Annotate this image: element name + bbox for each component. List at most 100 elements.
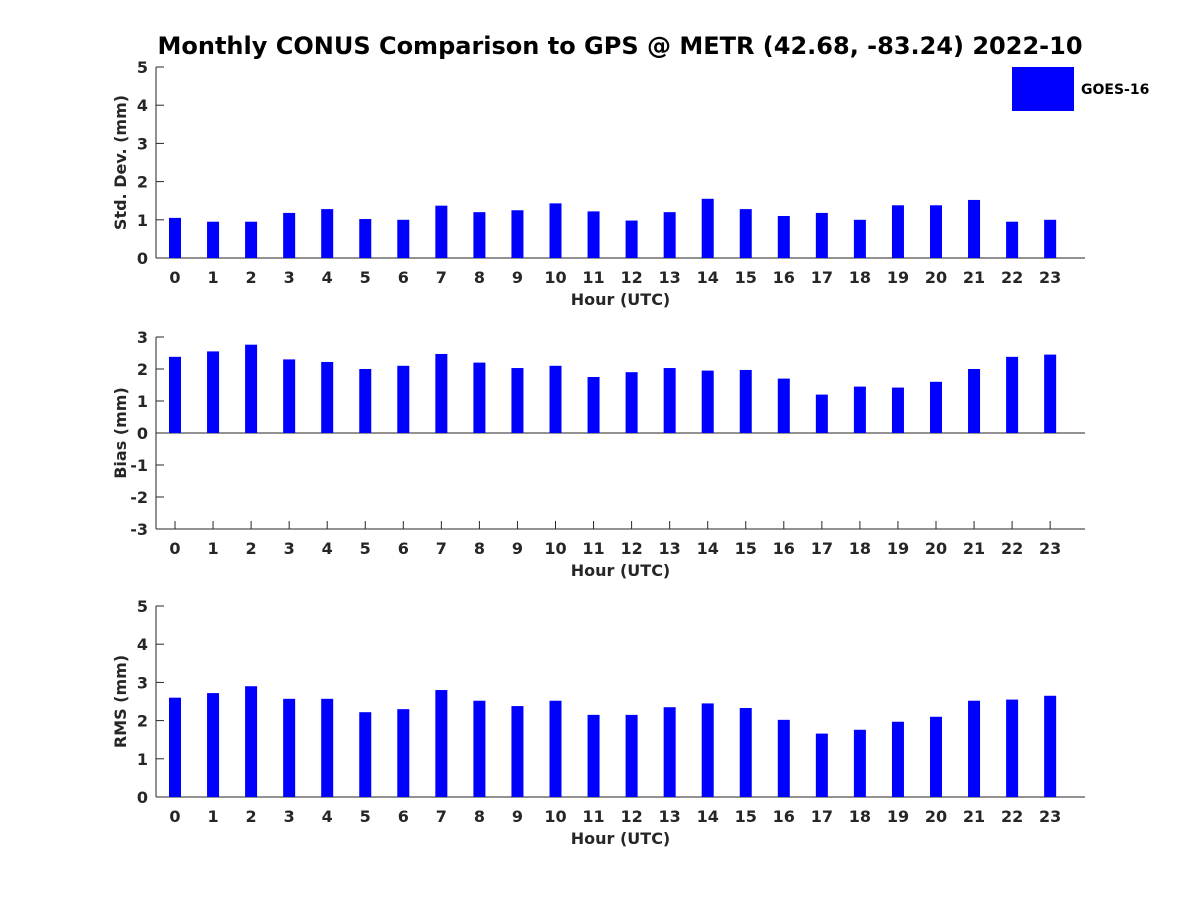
x-tick-label: 15 (735, 539, 757, 558)
x-tick-label: 16 (773, 807, 795, 826)
bar-hour-15 (739, 209, 752, 258)
x-tick-label: 21 (963, 268, 985, 287)
bar-hour-21 (968, 199, 981, 258)
y-tick-label: 3 (137, 328, 148, 347)
x-tick-label: 20 (925, 807, 947, 826)
y-axis-label: Bias (mm) (111, 387, 130, 479)
x-tick-label: 14 (697, 807, 719, 826)
x-tick-label: 7 (436, 807, 447, 826)
x-tick-label: 12 (620, 807, 642, 826)
x-tick-label: 0 (169, 539, 180, 558)
x-tick-label: 17 (811, 268, 833, 287)
x-tick-label: 23 (1039, 539, 1061, 558)
bar-hour-16 (777, 719, 790, 797)
y-axis-label: RMS (mm) (111, 655, 130, 748)
x-tick-label: 21 (963, 807, 985, 826)
x-tick-label: 4 (322, 807, 333, 826)
x-tick-label: 12 (620, 539, 642, 558)
x-tick-label: 4 (322, 268, 333, 287)
x-tick-label: 13 (659, 268, 681, 287)
legend-swatch (1012, 67, 1074, 111)
x-axis-label: Hour (UTC) (571, 290, 671, 309)
x-tick-label: 11 (582, 268, 604, 287)
x-axis-label: Hour (UTC) (571, 561, 671, 580)
x-tick-label: 5 (360, 268, 371, 287)
x-tick-label: 14 (697, 539, 719, 558)
x-tick-label: 7 (436, 268, 447, 287)
x-tick-label: 6 (398, 539, 409, 558)
bar-hour-17 (815, 733, 828, 797)
bar-hour-6 (397, 365, 410, 433)
legend-label: GOES-16 (1081, 82, 1149, 98)
bar-hour-9 (511, 368, 524, 433)
x-tick-label: 2 (246, 807, 257, 826)
bar-hour-3 (283, 359, 296, 433)
bar-hour-21 (968, 369, 981, 433)
x-tick-label: 9 (512, 268, 523, 287)
bar-hour-10 (549, 203, 562, 258)
y-tick-label: 3 (137, 134, 148, 153)
bar-hour-7 (435, 690, 448, 797)
bar-hour-15 (739, 707, 752, 797)
bar-hour-18 (853, 219, 866, 258)
x-tick-label: 5 (360, 539, 371, 558)
x-tick-label: 11 (582, 539, 604, 558)
bar-hour-9 (511, 706, 524, 797)
y-tick-label: 1 (137, 392, 148, 411)
x-tick-label: 2 (246, 539, 257, 558)
bar-hour-16 (777, 215, 790, 258)
x-tick-label: 9 (512, 539, 523, 558)
y-axis-label: Std. Dev. (mm) (111, 95, 130, 230)
bar-hour-23 (1044, 695, 1057, 797)
chart-title: Monthly CONUS Comparison to GPS @ METR (… (157, 32, 1082, 60)
x-axis-label: Hour (UTC) (571, 829, 671, 848)
bar-hour-13 (663, 707, 676, 797)
bar-hour-3 (283, 698, 296, 797)
x-tick-label: 17 (811, 807, 833, 826)
bar-hour-7 (435, 205, 448, 258)
x-tick-label: 4 (322, 539, 333, 558)
bar-hour-6 (397, 709, 410, 797)
bar-hour-11 (587, 377, 600, 433)
x-tick-label: 9 (512, 807, 523, 826)
y-tick-label: 2 (137, 360, 148, 379)
x-tick-label: 23 (1039, 268, 1061, 287)
bar-hour-4 (321, 698, 334, 797)
bar-hour-12 (625, 372, 638, 433)
bar-hour-15 (739, 369, 752, 433)
bar-hour-0 (169, 697, 181, 797)
bar-hour-20 (930, 381, 942, 433)
bar-hour-12 (625, 714, 638, 797)
bar-hour-19 (891, 205, 904, 258)
x-tick-label: 3 (284, 268, 295, 287)
bar-hour-2 (245, 221, 258, 258)
bar-hour-19 (891, 387, 904, 433)
x-tick-label: 14 (697, 268, 719, 287)
x-tick-label: 8 (474, 539, 485, 558)
bar-hour-17 (815, 212, 828, 258)
x-tick-label: 22 (1001, 807, 1023, 826)
x-tick-label: 11 (582, 807, 604, 826)
x-tick-label: 21 (963, 539, 985, 558)
x-tick-label: 19 (887, 807, 909, 826)
y-tick-label: 1 (137, 750, 148, 769)
x-tick-label: 18 (849, 268, 871, 287)
x-tick-label: 23 (1039, 807, 1061, 826)
x-tick-label: 10 (544, 539, 566, 558)
x-tick-label: 18 (849, 807, 871, 826)
x-tick-label: 19 (887, 268, 909, 287)
y-tick-label: 2 (137, 712, 148, 731)
x-tick-label: 22 (1001, 539, 1023, 558)
bar-hour-8 (473, 212, 486, 258)
bar-hour-2 (245, 686, 258, 797)
x-tick-label: 15 (735, 807, 757, 826)
bar-hour-18 (853, 729, 866, 797)
x-tick-label: 6 (398, 268, 409, 287)
bar-hour-8 (473, 362, 486, 433)
bar-hour-13 (663, 212, 676, 258)
bar-hour-5 (359, 369, 372, 433)
